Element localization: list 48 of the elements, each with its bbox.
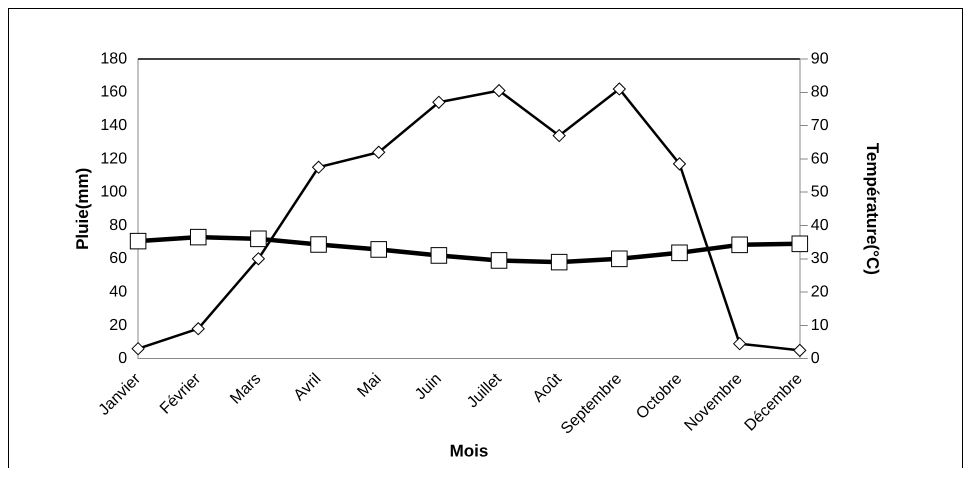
point: [731, 236, 748, 254]
point: [490, 252, 508, 269]
x-tick-label: Juin: [412, 370, 445, 404]
x-tick-label: Mai: [354, 370, 385, 401]
point: [192, 322, 205, 336]
point: [552, 129, 566, 142]
y2-tick-label: 60: [810, 150, 829, 168]
point: [130, 232, 146, 250]
y-axis-title: Pluie(mm): [72, 168, 92, 250]
point: [611, 250, 628, 268]
x-axis-title: Mois: [450, 441, 488, 460]
point: [612, 82, 626, 96]
y-tick-label: 20: [109, 316, 128, 334]
y2-tick-label: 0: [810, 350, 820, 368]
point: [312, 160, 326, 174]
point: [550, 254, 568, 270]
y2-tick-label: 10: [810, 316, 829, 334]
y2-tick-label: 80: [810, 84, 829, 101]
y-tick-label: 0: [118, 350, 128, 368]
point: [310, 236, 327, 253]
y-tick-label: 140: [100, 117, 128, 134]
y2-tick-label: 20: [810, 283, 829, 300]
y-tick-label: 60: [109, 250, 128, 268]
y2-tick-label: 50: [810, 184, 829, 201]
y2-axis-title: Température(°C): [863, 142, 882, 275]
y2-tick-label: 70: [810, 117, 829, 134]
y2-tick-label: 90: [810, 50, 829, 68]
point: [372, 146, 386, 159]
point: [430, 247, 448, 264]
point: [492, 84, 506, 98]
y2-tick-label: 30: [810, 250, 829, 268]
point: [132, 342, 145, 356]
point: [432, 96, 446, 109]
y-tick-label: 180: [100, 50, 128, 68]
y-tick-label: 80: [109, 216, 128, 234]
point: [190, 228, 207, 246]
point: [672, 157, 686, 170]
point: [733, 337, 746, 350]
y-tick-label: 100: [100, 184, 128, 201]
point: [671, 244, 688, 262]
point: [250, 230, 267, 248]
y-tick-label: 40: [109, 283, 128, 300]
point: [370, 241, 387, 258]
y2-tick-label: 40: [810, 216, 829, 234]
point: [792, 236, 808, 252]
point: [252, 252, 265, 266]
y-tick-label: 160: [100, 84, 128, 101]
y-tick-label: 120: [100, 150, 128, 168]
